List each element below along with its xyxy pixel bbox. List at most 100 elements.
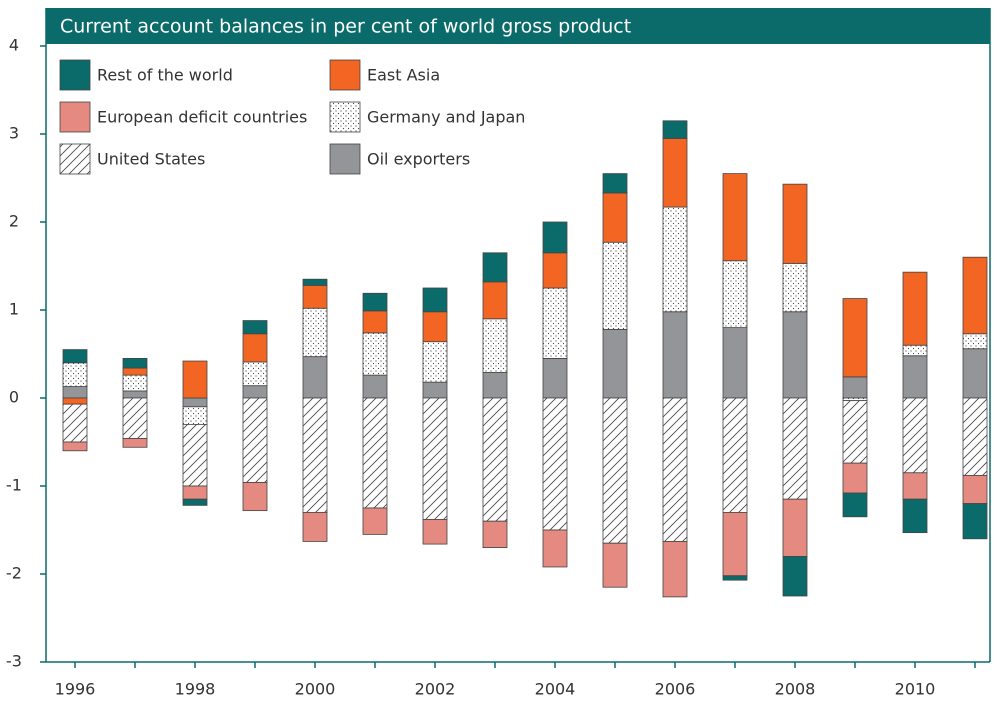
bar-segment <box>362 374 388 399</box>
bar-segment <box>722 575 748 581</box>
bar-segment <box>182 423 208 487</box>
bar-segment <box>62 349 88 364</box>
bar-segment <box>542 357 568 399</box>
bar-segment <box>662 541 688 598</box>
bar-segment <box>62 386 88 399</box>
y-tick-label: -2 <box>6 564 22 583</box>
y-tick-label: 1 <box>9 300 19 319</box>
bar-segment <box>122 367 148 376</box>
bar-segment <box>782 498 808 557</box>
bar-segment <box>542 252 568 289</box>
bar-segment <box>722 260 748 328</box>
y-tick-label: 4 <box>9 36 19 55</box>
bar-segment <box>722 327 748 399</box>
bar-segment <box>242 385 268 399</box>
bar-segment <box>962 348 988 399</box>
bar-segment <box>62 403 88 443</box>
bar-segment <box>482 520 508 549</box>
bar-segment <box>602 241 628 330</box>
legend-swatch <box>329 59 361 91</box>
bar-segment <box>482 318 508 373</box>
bar-segment <box>902 271 928 346</box>
x-tick-label: 1998 <box>175 680 216 699</box>
bar-segment <box>122 438 148 448</box>
bar-segment <box>62 397 88 405</box>
bar-segment <box>62 362 88 387</box>
bar-segment <box>662 397 688 542</box>
legend-label: Germany and Japan <box>367 108 525 127</box>
bar-segment <box>182 485 208 500</box>
bar-segment <box>242 361 268 387</box>
bar-segment <box>962 397 988 476</box>
chart-title: Current account balances in per cent of … <box>60 16 631 38</box>
bar-segment <box>962 503 988 540</box>
bar-segment <box>782 311 808 399</box>
bar-segment <box>422 341 448 383</box>
bar-segment <box>182 360 208 399</box>
bar-segment <box>362 310 388 334</box>
bar-segment <box>722 173 748 262</box>
bar-segment <box>302 512 328 542</box>
bar-segment <box>662 311 688 399</box>
legend-swatch <box>59 143 91 175</box>
bar-segment <box>242 333 268 363</box>
bar-segment <box>302 356 328 399</box>
bar-segment <box>242 320 268 335</box>
bar-segment <box>962 475 988 505</box>
bar-segment <box>542 221 568 254</box>
bar-segment <box>182 397 208 408</box>
y-tick-label: -3 <box>6 652 22 671</box>
bar-segment <box>602 542 628 588</box>
bar-segment <box>902 355 928 399</box>
legend-swatch <box>59 59 91 91</box>
bar-segment <box>902 344 928 357</box>
bar-segment <box>482 372 508 399</box>
bar-segment <box>362 397 388 509</box>
y-tick-label: 3 <box>9 124 19 143</box>
x-tick-label: 2004 <box>535 680 576 699</box>
bar-segment <box>722 512 748 577</box>
y-tick-label: 2 <box>9 212 19 231</box>
x-tick-label: 2008 <box>775 680 816 699</box>
bar-segment <box>782 183 808 264</box>
legend-label: United States <box>97 150 205 169</box>
bar-segment <box>902 472 928 500</box>
bar-segment <box>422 287 448 313</box>
legend-swatch <box>329 143 361 175</box>
bar-segment <box>122 357 148 369</box>
bar-segment <box>62 441 88 452</box>
bar-segment <box>182 498 208 506</box>
bar-segment <box>842 400 868 464</box>
y-tick-label: 0 <box>9 388 19 407</box>
bar-segment <box>122 374 148 392</box>
bar-segment <box>842 298 868 378</box>
bar-segment <box>482 281 508 320</box>
legend-label: Rest of the world <box>97 66 233 85</box>
legend-label: Oil exporters <box>367 150 470 169</box>
bar-segment <box>362 507 388 535</box>
bar-segment <box>302 284 328 309</box>
bar-segment <box>962 256 988 335</box>
legend-swatch <box>329 101 361 133</box>
bar-segment <box>302 278 328 286</box>
bar-segment <box>782 397 808 500</box>
bar-segment <box>482 252 508 283</box>
legend-label: East Asia <box>367 66 440 85</box>
bar-segment <box>722 397 748 513</box>
bar-segment <box>302 397 328 513</box>
bar-segment <box>662 137 688 208</box>
x-tick-label: 1996 <box>55 680 96 699</box>
bar-segment <box>542 287 568 359</box>
bar-segment <box>842 462 868 494</box>
bar-segment <box>542 529 568 568</box>
bar-segment <box>602 328 628 399</box>
bar-segment <box>482 397 508 522</box>
bar-segment <box>662 206 688 313</box>
bar-segment <box>302 307 328 358</box>
legend-label: European deficit countries <box>97 108 307 127</box>
y-tick-label: -1 <box>6 476 22 495</box>
bar-segment <box>602 192 628 243</box>
title-bar <box>46 8 990 44</box>
bar-segment <box>242 397 268 483</box>
